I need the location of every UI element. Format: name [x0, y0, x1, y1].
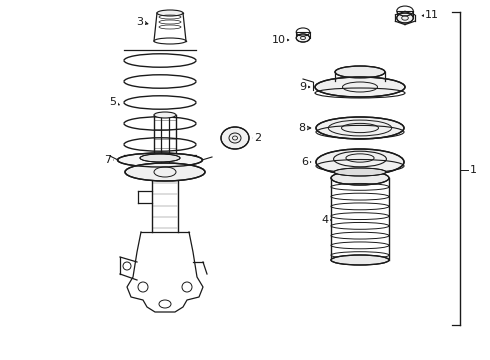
Text: 4: 4	[321, 215, 330, 225]
Ellipse shape	[397, 13, 413, 23]
Ellipse shape	[335, 66, 385, 78]
Text: 7: 7	[104, 155, 113, 165]
Ellipse shape	[331, 255, 389, 265]
Ellipse shape	[316, 117, 404, 139]
Ellipse shape	[157, 10, 183, 16]
Ellipse shape	[154, 112, 176, 118]
Ellipse shape	[315, 77, 405, 97]
Text: 2: 2	[253, 133, 262, 143]
Ellipse shape	[331, 171, 389, 185]
Ellipse shape	[154, 38, 186, 44]
Text: 11: 11	[422, 10, 439, 20]
Ellipse shape	[221, 127, 249, 149]
Ellipse shape	[296, 34, 310, 42]
Text: 6: 6	[301, 157, 311, 167]
Ellipse shape	[140, 154, 180, 162]
Ellipse shape	[316, 149, 404, 175]
Text: 9: 9	[299, 82, 310, 92]
Text: 10: 10	[272, 35, 289, 45]
Text: 1: 1	[470, 165, 477, 175]
Ellipse shape	[334, 168, 386, 176]
Ellipse shape	[118, 153, 202, 167]
Text: 5: 5	[109, 97, 119, 107]
Text: 8: 8	[298, 123, 311, 133]
Text: 3: 3	[137, 17, 148, 27]
Ellipse shape	[125, 163, 205, 181]
